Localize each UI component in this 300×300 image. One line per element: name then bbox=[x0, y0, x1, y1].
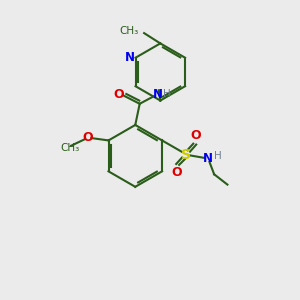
Text: H: H bbox=[164, 89, 171, 99]
Text: CH₃: CH₃ bbox=[120, 26, 139, 36]
Text: CH₃: CH₃ bbox=[60, 143, 79, 153]
Text: N: N bbox=[125, 51, 135, 64]
Text: S: S bbox=[181, 148, 191, 162]
Text: O: O bbox=[171, 166, 182, 179]
Text: N: N bbox=[153, 88, 163, 101]
Text: O: O bbox=[114, 88, 124, 101]
Text: O: O bbox=[190, 129, 201, 142]
Text: H: H bbox=[214, 151, 222, 161]
Text: O: O bbox=[82, 131, 93, 144]
Text: N: N bbox=[203, 152, 213, 165]
